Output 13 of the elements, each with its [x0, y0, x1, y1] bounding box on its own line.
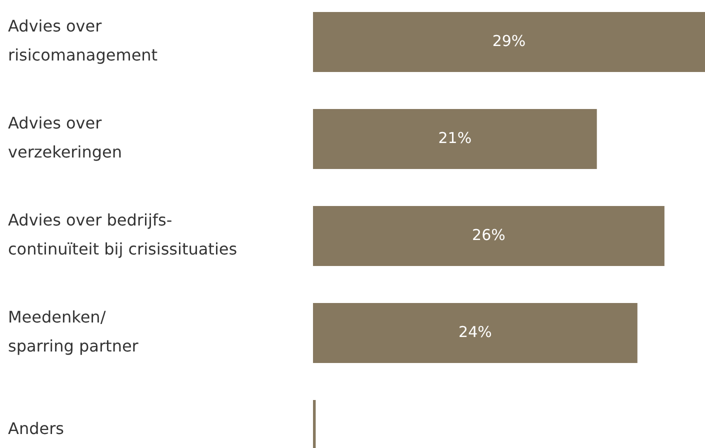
- data-label: 29%: [492, 32, 526, 50]
- bar: [313, 206, 664, 266]
- y-tick-label: Advies over verzekeringen: [8, 114, 122, 162]
- bar: [313, 303, 638, 363]
- data-label: 26%: [472, 226, 506, 244]
- data-label: 21%: [438, 129, 472, 148]
- data-label: 24%: [458, 323, 492, 342]
- y-tick-label: Advies over risicomanagement: [8, 16, 158, 65]
- y-tick-label: Advies over bedrijfs- continuïteit bij crisissituaties: [8, 210, 238, 259]
- y-tick-label: Anders: [8, 419, 64, 438]
- bar: [313, 109, 597, 169]
- y-tick-label: Meedenken/ sparring partner: [8, 308, 139, 356]
- bar: [313, 12, 705, 72]
